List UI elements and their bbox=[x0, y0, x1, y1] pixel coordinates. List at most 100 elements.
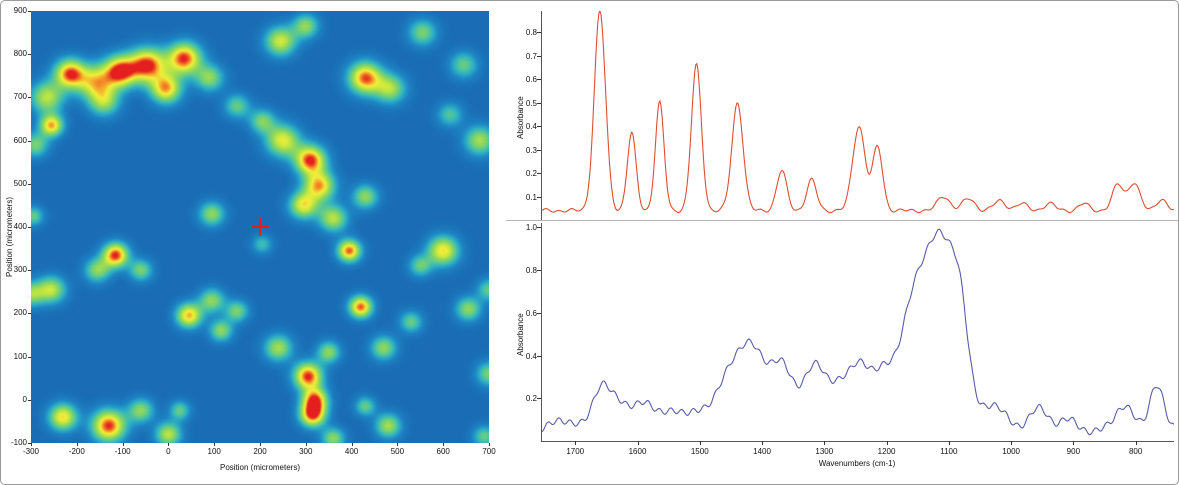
top-spectrum-plot[interactable] bbox=[541, 11, 1174, 220]
map-y-tick-label: 500 bbox=[13, 178, 27, 188]
map-y-tick-mark bbox=[28, 356, 31, 358]
spectrum-bottom-y-tick-label: 1.0 bbox=[525, 223, 537, 233]
spectrum-bottom-y-tick-label: 0.8 bbox=[525, 266, 537, 276]
map-x-axis-title: Position (micrometers) bbox=[219, 463, 300, 472]
spectrum-bottom-y-tick-label: 0.6 bbox=[525, 308, 537, 318]
bottom-spectrum-plot[interactable] bbox=[541, 223, 1174, 442]
plot-divider bbox=[506, 220, 1178, 221]
map-y-tick-mark bbox=[28, 54, 31, 56]
spectra-x-tick-mark bbox=[948, 441, 950, 445]
map-x-tick-mark bbox=[122, 443, 124, 446]
spectra-x-tick-label: 1000 bbox=[1002, 447, 1020, 456]
bottom-spectrum-y-axis-title: Absorbance bbox=[516, 313, 525, 356]
spectra-x-axis-title: Wavenumbers (cm-1) bbox=[818, 459, 896, 468]
spectrum-bottom-y-tick-mark bbox=[537, 355, 541, 357]
map-y-tick-label: 900 bbox=[13, 6, 27, 15]
spectrum-top-y-tick-label: 0.7 bbox=[525, 51, 537, 61]
map-x-tick-mark bbox=[76, 443, 78, 446]
map-x-tick-mark bbox=[351, 443, 353, 446]
spectrum-top-y-tick-mark bbox=[537, 79, 541, 81]
map-y-tick-mark bbox=[28, 140, 31, 142]
map-x-tick-mark bbox=[31, 443, 32, 446]
map-x-tick-label: 100 bbox=[207, 447, 221, 456]
spectrum-top-y-tick-mark bbox=[537, 55, 541, 57]
spectra-x-tick-mark bbox=[1135, 441, 1137, 445]
map-x-tick-mark bbox=[305, 443, 307, 446]
map-y-tick-mark bbox=[28, 270, 31, 272]
map-x-tick-label: -100 bbox=[114, 447, 131, 456]
map-crosshair-marker[interactable] bbox=[251, 218, 269, 236]
crosshair-vertical-arm bbox=[259, 218, 261, 236]
map-x-tick-mark bbox=[397, 443, 399, 446]
spectrum-top-y-tick-label: 0.2 bbox=[525, 169, 537, 179]
spectra-x-tick-label: 900 bbox=[1066, 447, 1081, 456]
spectrum-top-y-tick-mark bbox=[537, 196, 541, 198]
spectra-x-tick-mark bbox=[762, 441, 764, 445]
spectrum-top-y-tick-mark bbox=[537, 32, 541, 34]
spectra-x-tick-mark bbox=[824, 441, 826, 445]
spectrum-top-y-tick-label: 0.4 bbox=[525, 122, 537, 132]
map-y-tick-label: 700 bbox=[13, 92, 27, 102]
map-y-tick-mark bbox=[28, 227, 31, 228]
map-y-tick-label: 400 bbox=[13, 222, 27, 231]
map-x-tick-mark bbox=[260, 443, 261, 446]
map-x-tick-label: -300 bbox=[22, 447, 39, 456]
map-y-tick-label: -100 bbox=[10, 438, 27, 447]
spectrum-top-y-tick-mark bbox=[537, 126, 541, 128]
spectra-x-tick-label: 1700 bbox=[566, 447, 585, 456]
spectrum-bottom-y-tick-label: 0.4 bbox=[525, 351, 537, 361]
map-y-tick-mark bbox=[28, 11, 31, 12]
map-y-tick-label: 200 bbox=[13, 308, 27, 318]
spectra-x-tick-mark bbox=[1011, 441, 1013, 445]
spectra-x-tick-label: 1200 bbox=[877, 447, 896, 456]
spectra-x-tick-label: 1400 bbox=[753, 447, 771, 456]
map-y-tick-label: 0 bbox=[22, 394, 27, 404]
spectra-x-tick-label: 1600 bbox=[628, 447, 647, 456]
map-y-tick-label: 800 bbox=[13, 49, 27, 59]
spectra-x-tick-label: 1500 bbox=[690, 447, 709, 456]
map-x-tick-mark bbox=[443, 443, 445, 446]
spectrum-top-y-tick-label: 0.3 bbox=[525, 145, 537, 155]
spectra-x-tick-mark bbox=[699, 441, 701, 445]
map-y-tick-mark bbox=[28, 443, 31, 444]
spectra-x-tick-mark bbox=[637, 441, 639, 445]
spectra-x-tick-mark bbox=[886, 441, 888, 445]
spectra-x-tick-label: 1300 bbox=[815, 447, 834, 456]
map-x-tick-label: 400 bbox=[344, 447, 359, 456]
spectrum-bottom-y-tick-mark bbox=[537, 398, 541, 400]
spectra-x-tick-mark bbox=[575, 441, 577, 445]
spectrum-bottom-y-tick-mark bbox=[537, 270, 541, 272]
spectrum-top-y-tick-mark bbox=[537, 149, 541, 151]
map-x-tick-mark bbox=[214, 443, 216, 446]
map-x-tick-mark bbox=[168, 443, 170, 446]
spectrum-bottom-y-tick-mark bbox=[537, 312, 541, 314]
spectrum-top-y-tick-label: 0.8 bbox=[525, 28, 537, 38]
map-x-tick-label: 0 bbox=[166, 447, 171, 456]
spectra-x-tick-label: 1100 bbox=[940, 447, 958, 456]
spectra-x-tick-label: 800 bbox=[1128, 447, 1143, 456]
spectrum-bottom-y-tick-label: 0.2 bbox=[525, 394, 537, 404]
spectrum-top-y-tick-mark bbox=[537, 173, 541, 175]
bottom-spectrum-curve bbox=[542, 228, 1174, 436]
map-y-tick-label: 300 bbox=[13, 265, 27, 275]
map-x-tick-label: 500 bbox=[390, 447, 405, 456]
spectrum-top-y-tick-label: 0.1 bbox=[525, 192, 537, 202]
map-x-tick-label: -200 bbox=[68, 447, 85, 456]
map-y-tick-mark bbox=[28, 183, 31, 185]
spectrum-top-y-tick-label: 0.5 bbox=[525, 98, 537, 108]
map-x-tick-label: 600 bbox=[436, 447, 450, 456]
map-y-tick-label: 100 bbox=[13, 351, 27, 361]
spectrum-bottom-y-tick-mark bbox=[537, 227, 541, 229]
map-y-tick-mark bbox=[28, 97, 31, 99]
map-x-tick-mark bbox=[489, 443, 490, 446]
spectrum-top-y-tick-label: 0.6 bbox=[525, 75, 537, 85]
map-x-tick-label: 700 bbox=[482, 447, 496, 456]
spectrum-top-y-tick-mark bbox=[537, 102, 541, 104]
map-x-tick-label: 300 bbox=[299, 447, 313, 456]
map-y-tick-mark bbox=[28, 313, 31, 315]
top-spectrum-curve bbox=[542, 11, 1174, 214]
map-y-tick-mark bbox=[28, 399, 31, 401]
map-y-tick-label: 600 bbox=[13, 135, 27, 145]
spectra-x-tick-mark bbox=[1073, 441, 1075, 445]
